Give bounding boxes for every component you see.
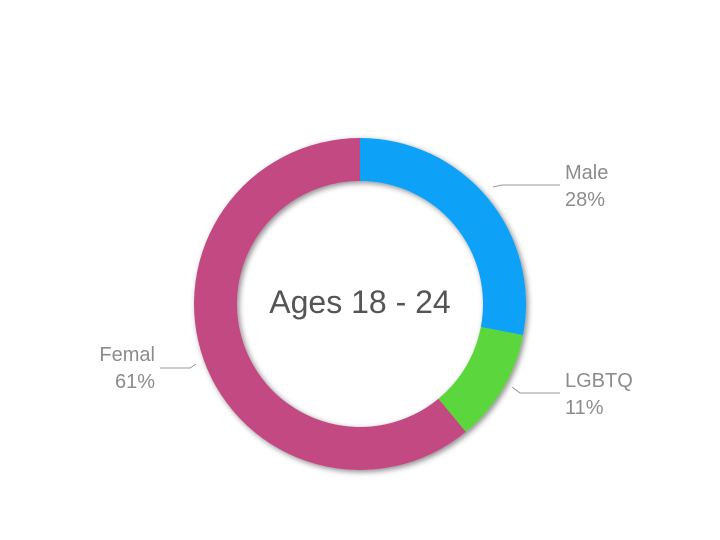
slice-value: 11% — [565, 397, 604, 419]
slice-label: Femal — [99, 344, 155, 366]
leader-line-lgbtq — [511, 386, 560, 394]
slice-value: 28% — [565, 189, 606, 211]
leader-line-femal — [160, 363, 197, 369]
slice-male — [360, 138, 526, 336]
center-label: Ages 18 - 24 — [269, 284, 451, 320]
slice-femal — [194, 138, 466, 470]
leader-line-male — [492, 184, 560, 188]
label-lgbtq: LGBTQ 11% — [565, 368, 633, 422]
label-male: Male 28% — [565, 160, 608, 214]
slice-label: Male — [565, 162, 609, 184]
label-femal: Femal 61% — [55, 342, 155, 396]
slice-value: 61% — [114, 371, 155, 393]
slice-label: LGBTQ — [565, 370, 633, 392]
slice-lgbtq — [438, 327, 524, 432]
